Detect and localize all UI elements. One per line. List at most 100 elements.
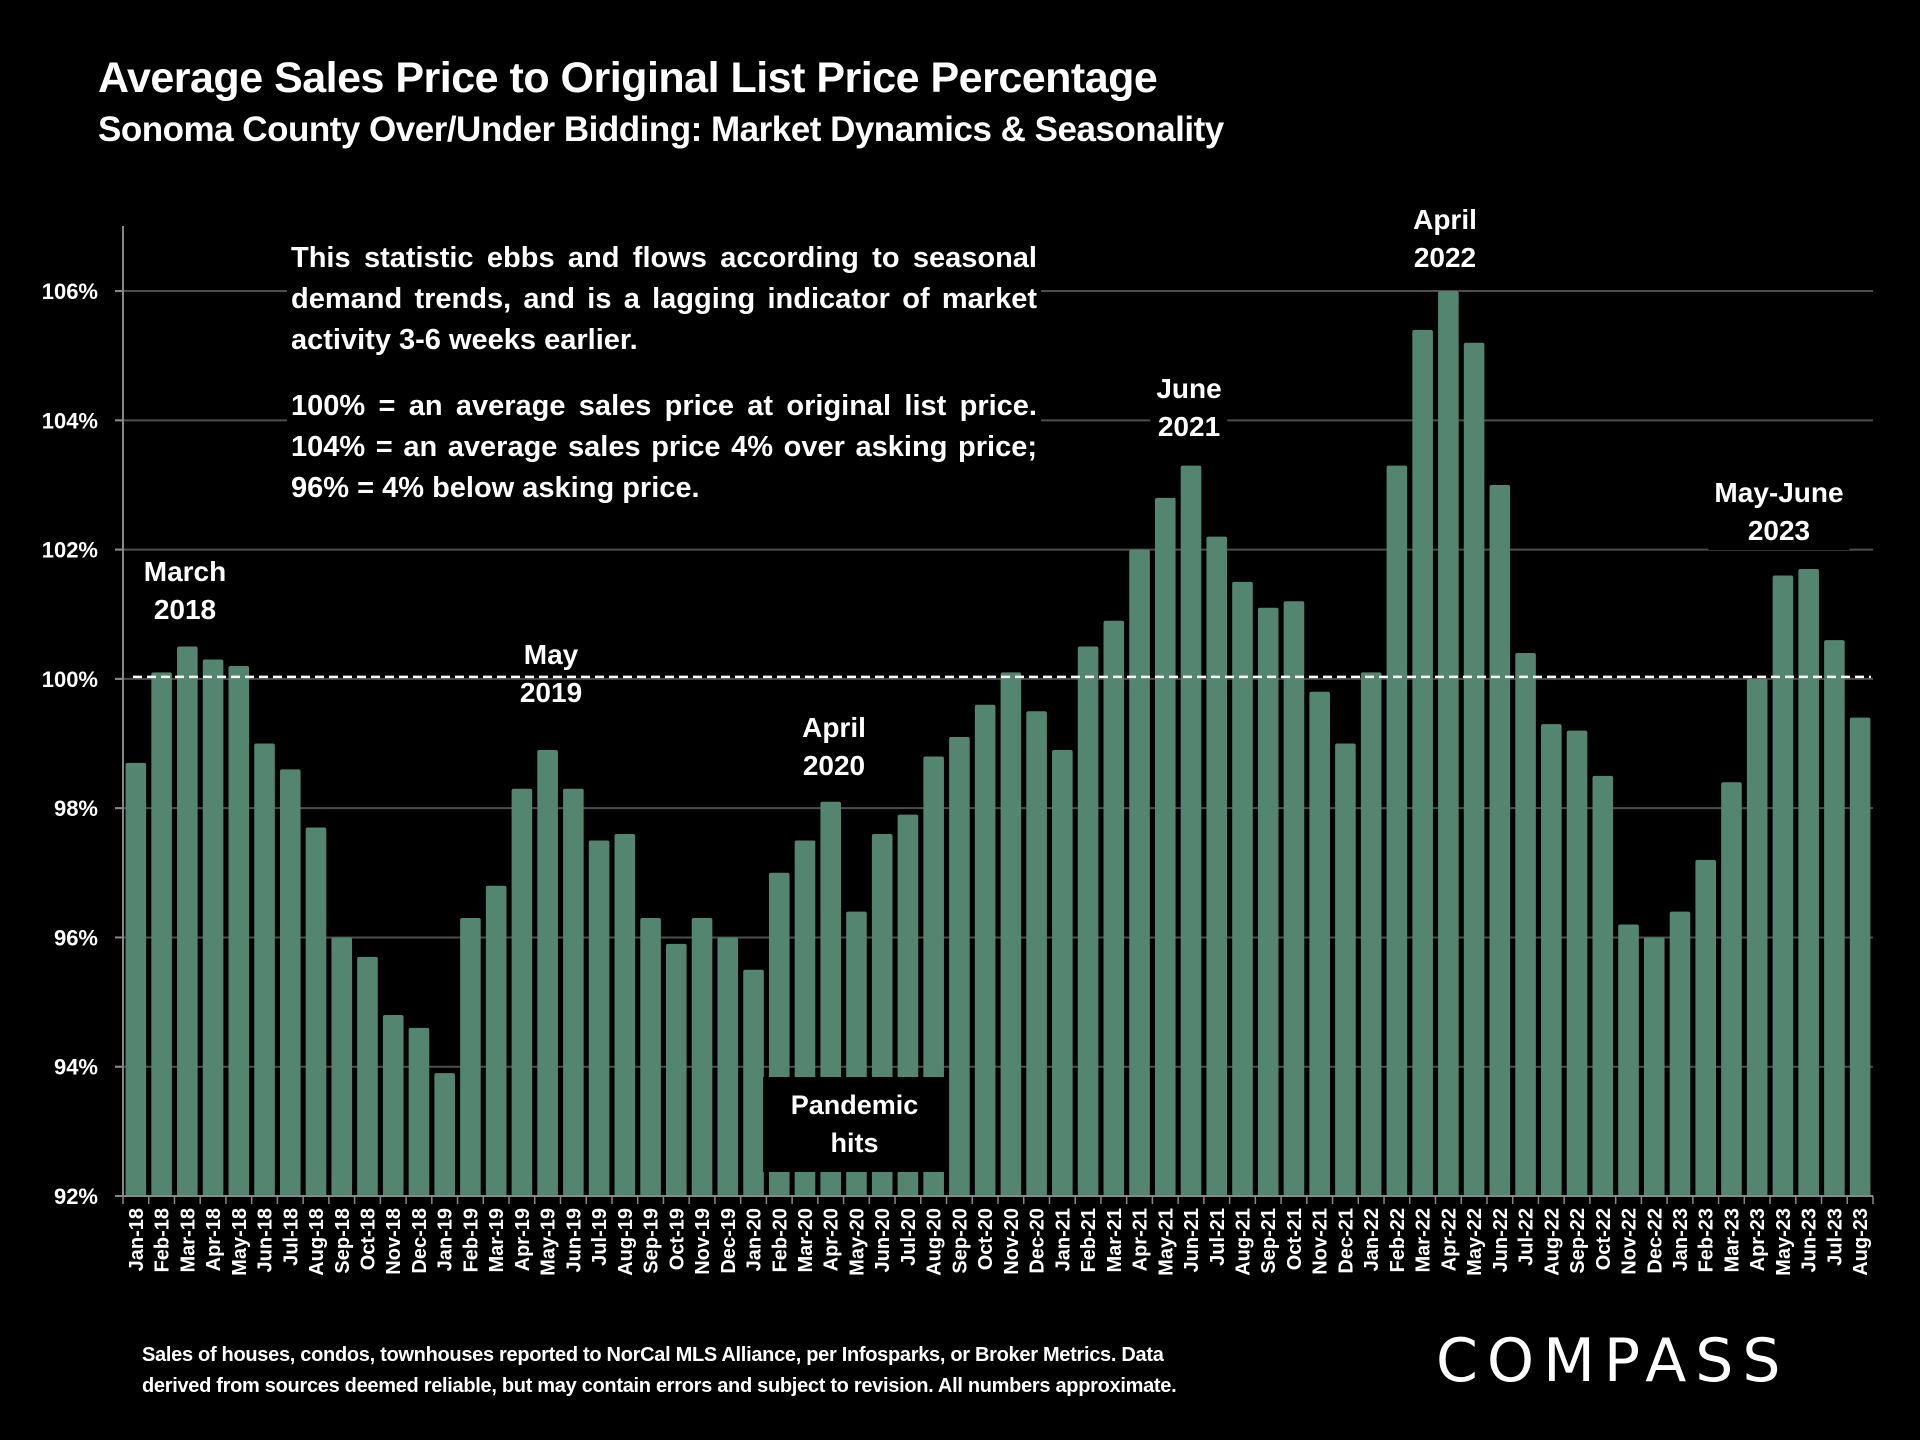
bar [666,943,687,1196]
annotation-march-2018: March 2018 [137,553,233,629]
chart-title: Average Sales Price to Original List Pri… [98,54,1158,102]
x-tick-label: Oct-19 [666,1208,688,1270]
x-tick-label: Sep-18 [332,1208,354,1274]
annotation-may-2019: May 2019 [514,636,588,712]
bar [408,1027,430,1196]
pandemic-annotation: Pandemic hits [763,1077,946,1172]
annotation-line1: April [1413,204,1477,235]
bar [460,918,481,1196]
x-tick-label: Nov-22 [1619,1208,1641,1275]
annotation-line1: March [143,556,227,587]
bar [717,937,739,1196]
x-tick-label: Dec-22 [1644,1208,1666,1274]
x-tick-label: Apr-21 [1130,1208,1152,1271]
footnote-line1: Sales of houses, condos, townhouses repo… [142,1344,1164,1366]
bar [614,834,636,1196]
bar [1103,620,1125,1196]
x-tick-label: Jun-19 [563,1208,585,1272]
bar [1129,549,1150,1196]
bar [357,956,378,1196]
y-tick-label: 96% [54,925,98,950]
x-tick-label: Dec-20 [1027,1208,1049,1274]
note-paragraph-1: This statistic ebbs and flows according … [291,242,1037,356]
x-tick-label: Feb-22 [1387,1208,1409,1272]
x-tick-label: Apr-23 [1747,1208,1769,1271]
x-tick-label: May-21 [1155,1208,1177,1276]
x-tick-label: Apr-20 [821,1208,843,1271]
bar [974,704,996,1196]
annotation-line2: 2019 [519,677,583,708]
x-tick-label: Aug-22 [1541,1208,1563,1276]
bar [1386,465,1408,1196]
y-tick-label: 98% [54,796,98,821]
y-tick-label: 104% [42,408,98,433]
x-tick-label: May-19 [538,1208,560,1276]
x-tick-label: Mar-18 [177,1208,199,1272]
bar [1772,575,1794,1196]
x-tick-label: Apr-22 [1438,1208,1460,1271]
x-tick-label: Apr-19 [512,1208,534,1271]
bar [1515,653,1536,1196]
x-tick-label: Nov-18 [383,1208,405,1275]
explanation-note: This statistic ebbs and flows according … [287,238,1041,509]
x-axis: Jan-18 Feb-18 Mar-18 Apr-18 May-18 Jun-18 Jul-… [115,1195,1874,1276]
x-tick-label: Dec-18 [409,1208,431,1274]
compass-logo: COMPASS [1436,1326,1790,1396]
footnote-line2: derived from sources deemed reliable, bu… [142,1375,1177,1397]
bar [228,665,250,1196]
x-tick-label: Feb-19 [460,1208,482,1272]
bar [1026,711,1047,1196]
x-tick-label: Oct-21 [1284,1208,1306,1270]
bar [1798,568,1819,1196]
bar [1412,329,1433,1197]
bar [1360,672,1382,1196]
x-tick-label: Feb-20 [769,1208,791,1272]
x-tick-label: Jan-22 [1361,1208,1383,1271]
x-tick-label: Sep-21 [1258,1208,1280,1274]
annotation-line2: 2020 [802,750,866,781]
x-tick-label: Jul-19 [589,1208,611,1266]
note-paragraph-2: 100% = an average sales price at origina… [291,390,1037,504]
x-tick-label: Apr-18 [203,1208,225,1271]
bar [1721,782,1742,1196]
y-axis: 92% 94% 96% 98% 100% 102% 104% 106% [42,226,124,1209]
x-tick-label: Feb-21 [1078,1208,1100,1272]
bar [511,788,533,1196]
bar [1566,730,1588,1196]
x-tick-label: Jun-18 [255,1208,277,1272]
bar [563,788,584,1196]
annotation-line1: April [802,712,866,743]
bars [125,291,1871,1197]
x-tick-label: Dec-21 [1335,1208,1357,1274]
bar [1824,640,1845,1196]
bar [537,749,558,1196]
bar [1541,724,1562,1196]
bar [1849,717,1871,1196]
bar [588,840,610,1196]
y-tick-label: 100% [42,667,98,692]
bar [1746,678,1768,1196]
bar [1335,743,1356,1196]
bar [949,737,970,1196]
bar [1206,536,1228,1196]
x-tick-label: Nov-21 [1310,1208,1332,1275]
bar [640,918,661,1196]
bar [1592,775,1614,1196]
annotation-line1: June [1156,373,1222,404]
bar [305,827,327,1196]
bar [1154,497,1176,1196]
x-tick-label: Mar-22 [1413,1208,1435,1272]
bar [1052,749,1073,1196]
bar [485,885,507,1196]
x-tick-label: Nov-19 [692,1208,714,1275]
x-tick-label: Aug-20 [924,1208,946,1276]
bar [743,969,764,1196]
y-tick-label: 102% [42,538,98,563]
bar [1643,937,1665,1196]
bar [202,659,224,1196]
bar [1438,291,1459,1196]
x-tick-label: Sep-19 [641,1208,663,1274]
annotation-line2: 2018 [153,594,217,625]
annotation-line2: 2021 [1157,411,1221,442]
